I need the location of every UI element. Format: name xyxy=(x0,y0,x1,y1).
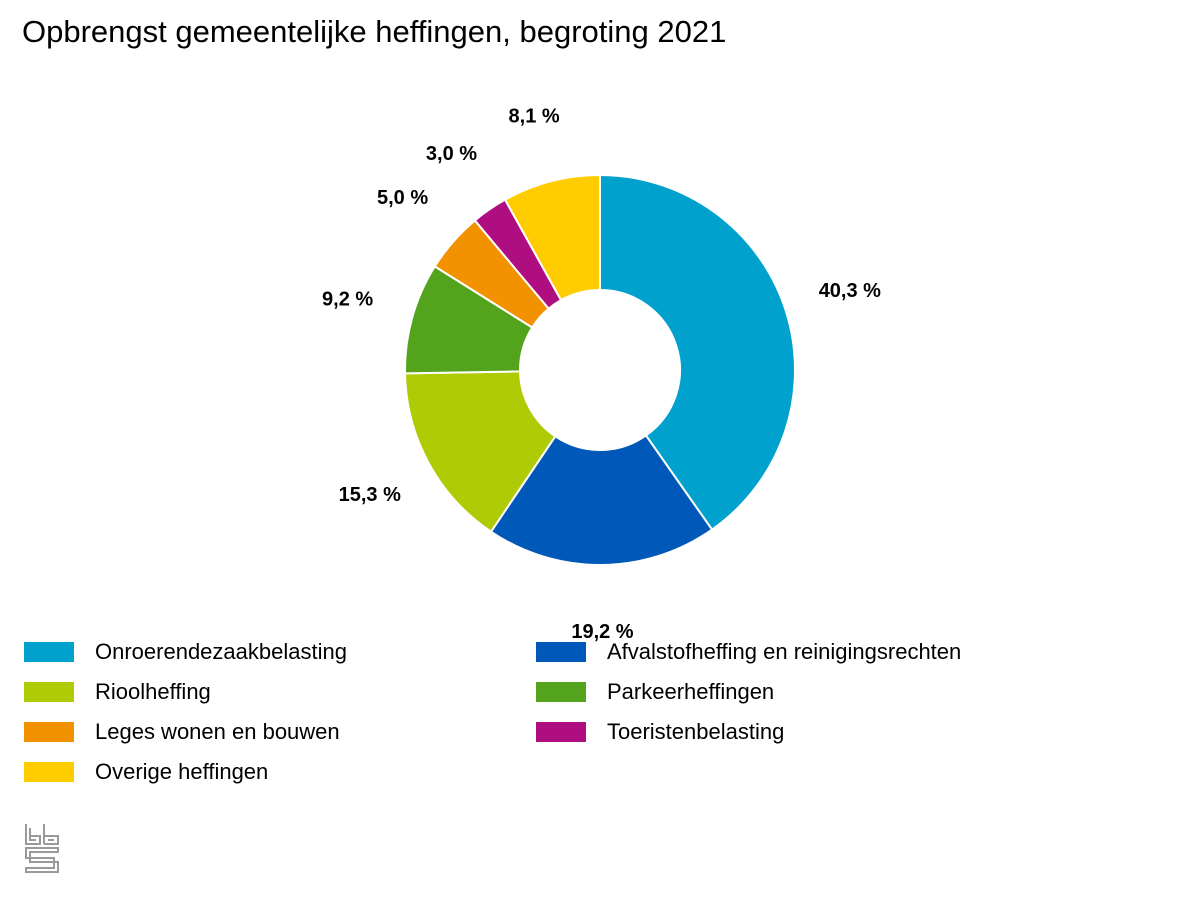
legend-item-toeristenbelasting[interactable]: Toeristenbelasting xyxy=(536,716,784,748)
data-label-2: 15,3 % xyxy=(339,484,401,506)
donut-slice-0[interactable] xyxy=(599,173,796,532)
legend-swatch xyxy=(24,722,74,742)
data-label-4: 5,0 % xyxy=(377,187,428,209)
data-label-5: 3,0 % xyxy=(426,143,477,165)
legend-swatch xyxy=(24,762,74,782)
donut-slice-1[interactable] xyxy=(489,434,714,566)
legend-label: Overige heffingen xyxy=(95,759,269,784)
chart-title: Opbrengst gemeentelijke heffingen, begro… xyxy=(22,14,727,49)
data-label-1: 19,2 % xyxy=(571,621,633,643)
legend-label: Afvalstofheffing en reinigingsrechten xyxy=(607,639,962,664)
legend-swatch xyxy=(536,722,586,742)
donut-slice-2[interactable] xyxy=(404,370,557,534)
data-label-6: 8,1 % xyxy=(509,105,560,127)
legend-item-onroerendezaakbelasting[interactable]: Onroerendezaakbelasting xyxy=(24,636,347,668)
legend-swatch xyxy=(24,682,74,702)
legend-label: Leges wonen en bouwen xyxy=(95,719,340,744)
legend-item-leges[interactable]: Leges wonen en bouwen xyxy=(24,716,340,748)
data-label-0: 40,3 % xyxy=(819,280,881,302)
legend-swatch xyxy=(536,682,586,702)
cbs-logo-icon xyxy=(25,824,59,873)
legend-swatch xyxy=(536,642,586,662)
legend-label: Onroerendezaakbelasting xyxy=(95,639,347,664)
donut-slice-6[interactable] xyxy=(503,173,601,302)
data-labels: 40,3 % 19,2 % 15,3 % 9,2 % 5,0 % 3,0 % 8,1 % xyxy=(322,105,881,643)
legend-swatch xyxy=(24,642,74,662)
legend-label: Rioolheffing xyxy=(95,679,211,704)
legend-label: Toeristenbelasting xyxy=(607,719,785,744)
legend-item-afvalstofheffing[interactable]: Afvalstofheffing en reinigingsrechten xyxy=(536,636,961,668)
legend-item-overige[interactable]: Overige heffingen xyxy=(24,756,268,788)
legend-item-rioolheffing[interactable]: Rioolheffing xyxy=(24,676,211,708)
donut-slices xyxy=(404,173,796,566)
legend-label: Parkeerheffingen xyxy=(607,679,775,704)
legend-item-parkeerheffingen[interactable]: Parkeerheffingen xyxy=(536,676,774,708)
data-label-3: 9,2 % xyxy=(322,289,373,311)
